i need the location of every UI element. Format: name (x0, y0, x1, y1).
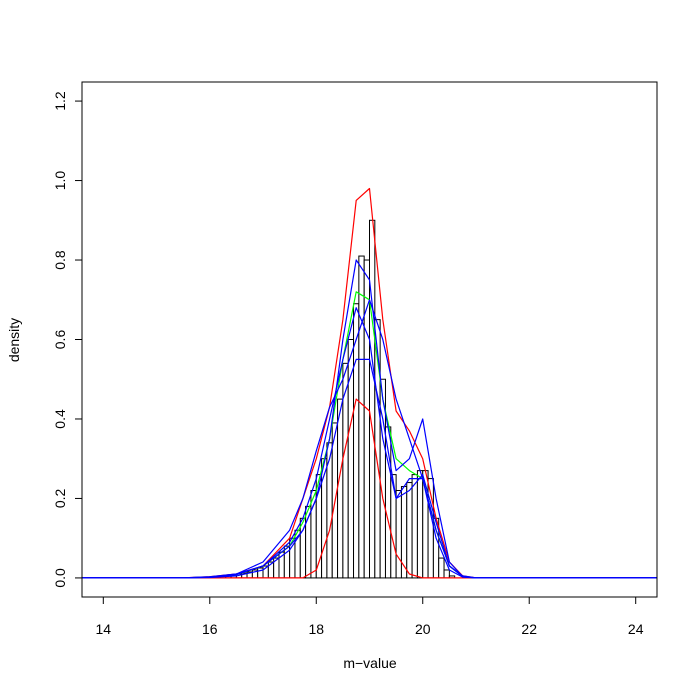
x-tick-label: 14 (96, 621, 112, 637)
histogram-bar (438, 557, 445, 579)
y-tick-label: 0.6 (52, 330, 68, 350)
x-tick-label: 22 (521, 621, 537, 637)
histogram-bar (443, 569, 450, 579)
x-tick-label: 16 (202, 621, 218, 637)
y-tick-label: 1.2 (52, 91, 68, 111)
histogram-bar (416, 470, 424, 579)
x-tick-label: 24 (628, 621, 644, 637)
histogram-bar (395, 490, 402, 579)
histogram-bar (411, 474, 418, 579)
y-tick-label: 0.4 (52, 409, 68, 429)
y-axis-label: density (6, 318, 22, 362)
histogram-bar (358, 255, 365, 579)
x-tick-label: 20 (415, 621, 431, 637)
histogram-bar (299, 517, 307, 579)
histogram-bar (390, 474, 397, 579)
histogram-bar (337, 398, 344, 579)
x-axis-label: m−value (343, 655, 397, 671)
histogram-bar (406, 482, 413, 579)
plot-frame (81, 81, 658, 598)
density-curve (82, 398, 657, 579)
x-tick-label: 18 (308, 621, 324, 637)
histogram-bar (257, 567, 264, 579)
histogram-bar (369, 219, 376, 579)
y-tick-label: 1.0 (52, 171, 68, 191)
density-curve (82, 307, 657, 579)
y-tick-label: 0.0 (52, 568, 68, 588)
density-curve (82, 358, 657, 579)
y-tick-label: 0.8 (52, 250, 68, 270)
y-tick-label: 0.2 (52, 489, 68, 509)
